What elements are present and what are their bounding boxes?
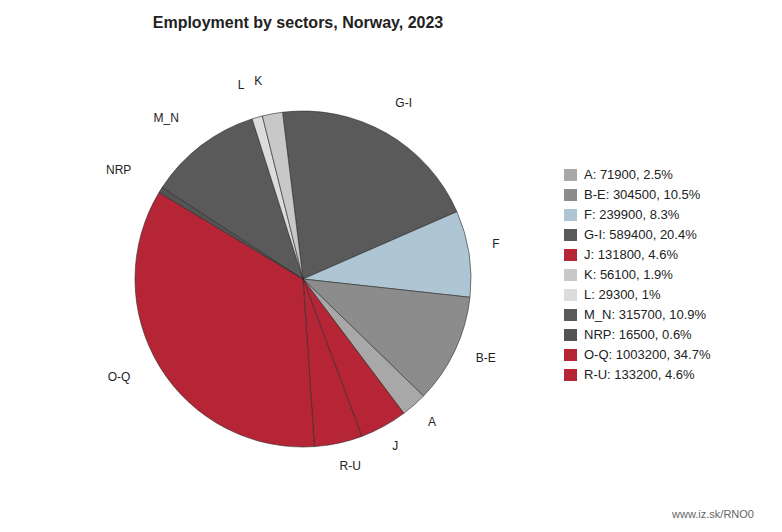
html-text:Employment by sectors, Norway,: Employment by sectors, Norway, 2023 [152,14,444,31]
html-text:M_N: 315700, 10.9%: M_N: 315700, 10.9% [584,307,707,322]
svg-text:F: F [492,237,499,251]
svg-text:A: A [428,415,436,429]
html-text:R-U: 133200, 4.6%: R-U: 133200, 4.6% [584,367,695,382]
svg-text:R-U: R-U [339,459,360,473]
svg-text:K: K [254,74,262,88]
svg-text:NRP: NRP [106,163,131,177]
html-text:B-E: 304500, 10.5%: B-E: 304500, 10.5% [584,187,701,202]
svg-text:L: L [238,78,245,92]
svg-text:J: J [392,439,398,453]
html-text:L: 29300, 1%: L: 29300, 1% [584,287,661,302]
html-text:F: 239900, 8.3%: F: 239900, 8.3% [584,207,680,222]
html-text:J: 131800, 4.6%: J: 131800, 4.6% [584,247,678,262]
svg-text:G-I: G-I [395,96,412,110]
html-text:A: 71900, 2.5%: A: 71900, 2.5% [584,167,673,182]
html-text:K: 56100, 1.9%: K: 56100, 1.9% [584,267,673,282]
html-text:O-Q: 1003200, 34.7%: O-Q: 1003200, 34.7% [584,347,711,362]
html-text:NRP: 16500, 0.6%: NRP: 16500, 0.6% [584,327,692,342]
html-text:www.iz.sk/RNO0: www.iz.sk/RNO0 [672,508,754,520]
html-text:G-I: 589400, 20.4%: G-I: 589400, 20.4% [584,227,697,242]
svg-text:B-E: B-E [476,351,496,365]
svg-text:M_N: M_N [154,111,179,125]
svg-text:O-Q: O-Q [108,370,131,384]
